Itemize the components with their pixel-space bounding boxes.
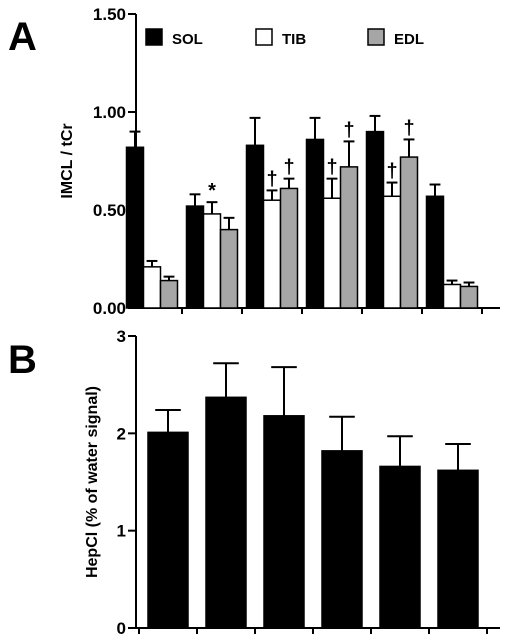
- chart-a-legend-swatch: [367, 28, 385, 46]
- chart-a-y-tick-label: 0.50: [93, 201, 126, 220]
- chart-a-bar: [322, 197, 342, 309]
- chart-b-y-axis-label: HepCl (% of water signal): [84, 386, 101, 578]
- chart-b-y-tick-label: 2: [117, 424, 126, 443]
- chart-a-bar: [339, 166, 359, 309]
- chart-a-bar: [279, 187, 299, 309]
- chart-a-y-tick-label: 1.00: [93, 103, 126, 122]
- chart-b-y-tick-label: 1: [117, 522, 126, 541]
- chart-a-significance-mark: †: [326, 157, 337, 179]
- chart-b-bar: [147, 431, 189, 629]
- chart-b-bar: [205, 396, 247, 629]
- chart-a-legend-label: TIB: [282, 31, 306, 48]
- chart-b-y-tick-label: 0: [117, 619, 126, 638]
- chart-a-significance-mark: †: [283, 157, 294, 179]
- chart-a-bar: [125, 146, 145, 309]
- chart-a-bar: [382, 195, 402, 309]
- chart-a-bar: [425, 195, 445, 309]
- chart-a-legend-swatch: [255, 28, 273, 46]
- chart-a-bar: [202, 213, 222, 309]
- chart-a-legend-label: SOL: [172, 31, 203, 48]
- chart-a-bar: [305, 138, 325, 309]
- chart-a-significance-mark: †: [266, 168, 277, 190]
- chart-a-bar: [459, 285, 479, 309]
- chart-a-bar: [142, 266, 162, 309]
- chart-a-bar: [442, 283, 462, 309]
- chart-a-bar: [365, 130, 385, 309]
- chart-b: 0 1 2 3 HepCl (% of water signal): [84, 327, 500, 638]
- chart-b-bar: [263, 415, 305, 629]
- chart-a-bar: [262, 199, 282, 309]
- chart-b-bar: [437, 469, 479, 629]
- panel-b-letter: B: [8, 338, 37, 382]
- panel-a-letter: A: [8, 15, 37, 59]
- chart-a-legend-label: EDL: [394, 31, 424, 48]
- chart-a-y-tick-label: 0.00: [93, 299, 126, 318]
- chart-a-significance-mark: †: [343, 119, 354, 141]
- chart-b-bar: [321, 450, 363, 629]
- chart-b-y-tick-label: 3: [117, 327, 126, 346]
- chart-a: 0.00 0.50 1.00 1.50 IMCL / tCr * † † † † † † SOL TIB E…: [59, 5, 500, 318]
- chart-a-bar: [219, 228, 239, 309]
- chart-a-y-tick-label: 1.50: [93, 5, 126, 24]
- chart-a-significance-mark: †: [403, 117, 414, 139]
- chart-a-y-axis-label: IMCL / tCr: [59, 123, 76, 198]
- chart-a-bar: [159, 279, 179, 309]
- chart-a-significance-mark: *: [208, 180, 216, 202]
- chart-a-bar: [245, 144, 265, 309]
- chart-a-bar: [185, 205, 205, 309]
- chart-a-legend-swatch: [145, 28, 163, 46]
- chart-a-significance-mark: †: [386, 161, 397, 183]
- chart-a-bar: [399, 156, 419, 309]
- chart-b-bar: [379, 465, 421, 629]
